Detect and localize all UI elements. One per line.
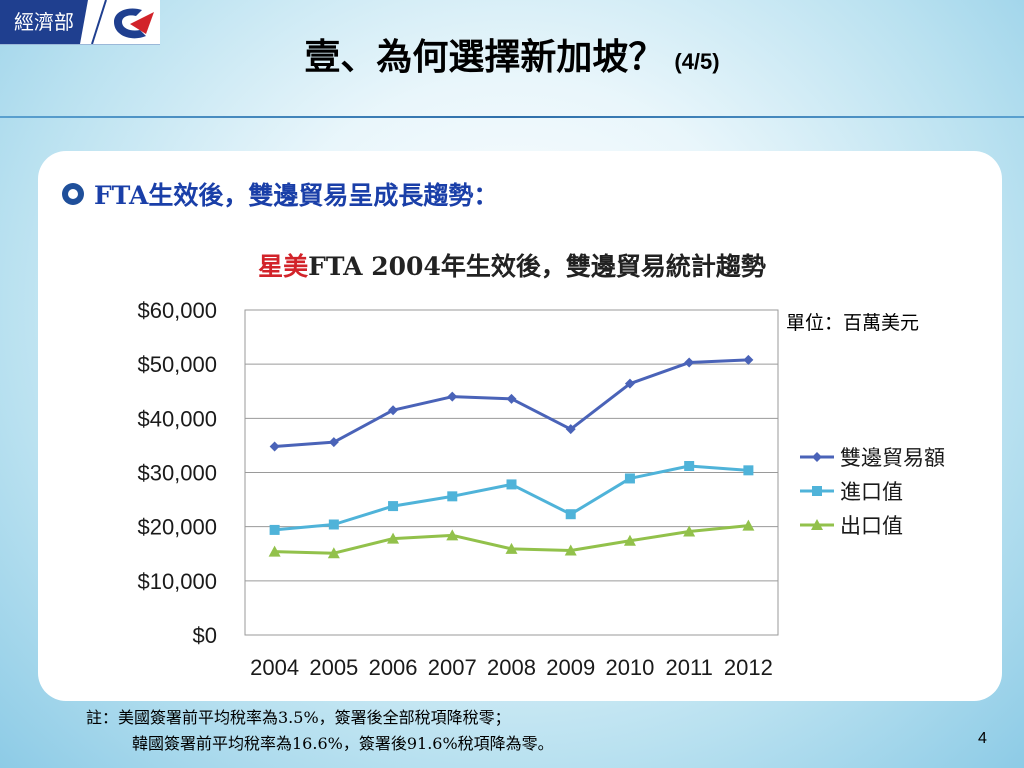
x-tick-label: 2006	[369, 655, 418, 680]
data-point	[387, 532, 400, 544]
data-point	[683, 525, 696, 537]
data-point	[623, 534, 636, 546]
data-point	[742, 519, 755, 531]
data-point	[743, 354, 754, 365]
data-point	[743, 465, 754, 476]
x-tick-label: 2004	[250, 655, 299, 680]
series-line-1	[274, 464, 749, 532]
data-point	[268, 545, 281, 557]
bullet-circle-icon	[62, 183, 84, 205]
page-number: 4	[978, 730, 987, 747]
data-point	[505, 542, 518, 554]
data-point	[565, 509, 576, 520]
footnote: 註：美國簽署前平均稅率為3.5%，簽署後全部稅項降稅零； 韓國簽署前平均稅率為1…	[86, 705, 554, 757]
y-tick-label: $0	[193, 623, 217, 648]
legend-marker	[812, 486, 822, 496]
data-point	[564, 544, 577, 556]
logo-slash-icon	[80, 0, 110, 44]
data-point	[446, 529, 459, 541]
data-point	[447, 491, 458, 502]
legend-marker	[811, 519, 823, 530]
data-point	[447, 391, 458, 402]
legend-label: 雙邊貿易額	[840, 446, 945, 470]
x-tick-label: 2012	[724, 655, 773, 680]
x-tick-label: 2011	[666, 655, 713, 680]
data-point	[506, 393, 517, 404]
y-tick-label: $30,000	[137, 461, 217, 486]
x-tick-label: 2010	[605, 655, 654, 680]
footnote-line-2: 韓國簽署前平均稅率為16.6%，簽署後91.6%稅項降為零。	[132, 734, 554, 753]
x-tick-label: 2008	[487, 655, 536, 680]
data-point	[506, 479, 517, 490]
data-point	[328, 437, 339, 448]
y-tick-label: $10,000	[137, 569, 217, 594]
x-tick-label: 2005	[309, 655, 358, 680]
y-tick-label: $50,000	[137, 352, 217, 377]
page-title: 壹、為何選擇新加坡？ (4/5)	[0, 28, 1024, 80]
footnote-line-1: 註：美國簽署前平均稅率為3.5%，簽署後全部稅項降稅零；	[86, 708, 511, 727]
x-tick-label: 2009	[546, 655, 595, 680]
x-tick-label: 2007	[428, 655, 477, 680]
ministry-logo: 經濟部	[0, 0, 160, 45]
chart-title-rest: FTA 2004年生效後，雙邊貿易統計趨勢	[308, 252, 766, 281]
data-point	[269, 441, 280, 452]
data-point	[684, 461, 695, 471]
y-tick-label: $40,000	[137, 406, 217, 431]
bullet-text: FTA生效後，雙邊貿易呈成長趨勢：	[94, 181, 499, 210]
ministry-logo-text: 經濟部	[0, 0, 88, 44]
content-card	[38, 151, 1002, 701]
data-point	[388, 405, 399, 416]
data-point	[624, 473, 635, 484]
data-point	[624, 378, 635, 389]
emblem-icon	[114, 8, 154, 39]
y-tick-label: $60,000	[137, 298, 217, 323]
data-point	[388, 501, 399, 512]
data-point	[327, 547, 340, 559]
title-divider	[0, 116, 1024, 118]
data-point	[269, 524, 280, 535]
page-title-text: 壹、為何選擇新加坡？	[304, 36, 665, 78]
legend-label: 出口值	[840, 514, 903, 538]
y-tick-label: $20,000	[137, 515, 217, 540]
chart-title: 星美FTA 2004年生效後，雙邊貿易統計趨勢	[0, 247, 1024, 283]
bullet-point: FTA生效後，雙邊貿易呈成長趨勢：	[62, 176, 498, 212]
data-point	[684, 357, 695, 368]
chart-title-highlight: 星美	[258, 252, 309, 281]
page-part-indicator: (4/5)	[674, 49, 720, 74]
data-point	[328, 519, 339, 530]
legend-label: 進口值	[840, 480, 903, 504]
legend-marker	[812, 452, 822, 462]
data-point	[565, 424, 576, 435]
unit-label: 單位：百萬美元	[786, 312, 920, 334]
